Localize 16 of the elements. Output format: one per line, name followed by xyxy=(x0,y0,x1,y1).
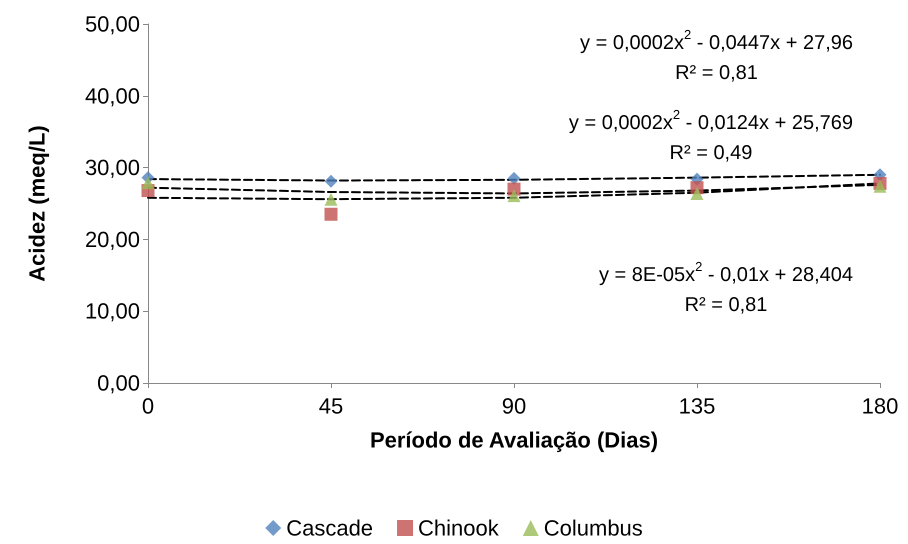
x-tick-label: 0 xyxy=(142,394,154,418)
y-tick-label: 10,00 xyxy=(84,298,140,324)
y-tick-label: 40,00 xyxy=(84,83,140,108)
x-tick-label: 90 xyxy=(502,394,526,418)
y-tick-label: 30,00 xyxy=(84,155,140,180)
y-axis-title: Acidez (meq/L) xyxy=(24,125,50,282)
x-tick-label: 45 xyxy=(318,394,344,418)
legend-label: Columbus xyxy=(544,516,643,540)
y-tick-label: 20,00 xyxy=(84,226,140,252)
x-tick-label: 180 xyxy=(862,394,898,418)
legend-label: Cascade xyxy=(286,516,374,540)
y-tick-label: 0,00 xyxy=(97,370,140,396)
y-tick-label: 50,00 xyxy=(84,12,140,36)
legend-label: Chinook xyxy=(418,516,500,540)
x-axis-title: Período de Avaliação (Dias) xyxy=(370,428,658,452)
x-tick-label: 135 xyxy=(678,394,716,418)
